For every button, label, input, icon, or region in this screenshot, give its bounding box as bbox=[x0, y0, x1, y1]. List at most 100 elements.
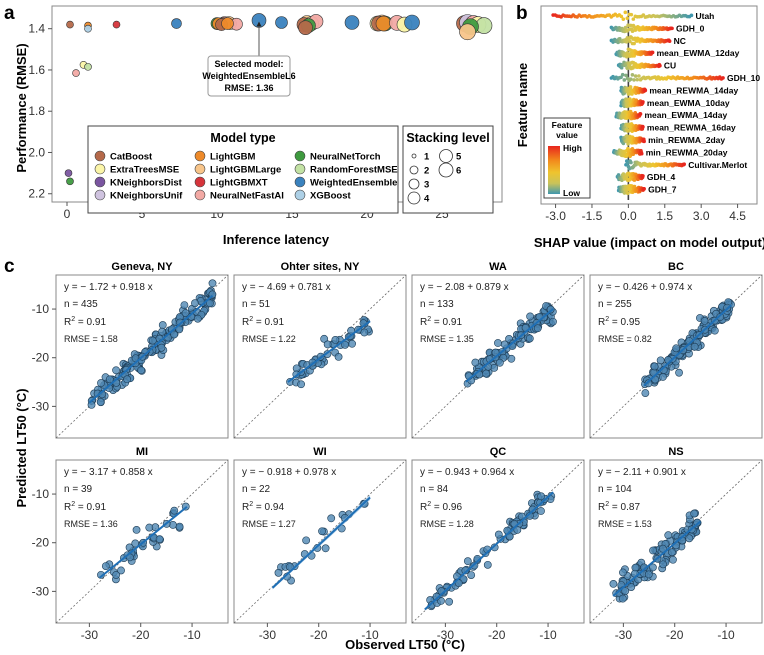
y-tick-label: 2.0 bbox=[28, 145, 45, 159]
regression-equation: y = − 1.72 + 0.918 x bbox=[64, 282, 153, 293]
observation-point bbox=[690, 342, 699, 351]
legend-label: WeightedEnsemble bbox=[310, 178, 397, 189]
shap-point bbox=[621, 141, 626, 146]
regression-line bbox=[271, 496, 371, 589]
observation-point bbox=[158, 327, 167, 336]
observation-point bbox=[627, 583, 636, 591]
observation-point bbox=[467, 571, 476, 579]
x-tick-label: 0 bbox=[64, 207, 71, 221]
x-tick-label: -30 bbox=[615, 628, 633, 642]
feature-row-gdh-10: GDH_10 bbox=[609, 72, 760, 83]
legend-label: RandomForestMSE bbox=[310, 165, 398, 176]
identity-line bbox=[589, 459, 763, 624]
feature-row-mean-rewma-16day: mean_REWMA_16day bbox=[619, 122, 736, 133]
legend-label: CatBoost bbox=[110, 152, 153, 163]
observation-point bbox=[710, 326, 719, 335]
observation-point bbox=[87, 401, 96, 409]
y-tick-label: -20 bbox=[32, 536, 50, 550]
legend-swatch-neuralnettorch bbox=[294, 150, 306, 162]
legend-label: XGBoost bbox=[310, 191, 351, 202]
model-point bbox=[72, 69, 80, 77]
stacking-swatch bbox=[409, 165, 419, 175]
regression-line bbox=[424, 491, 554, 611]
observation-point bbox=[191, 299, 199, 308]
x-tick-label: -10 bbox=[361, 628, 379, 642]
stacking-label: 3 bbox=[424, 180, 429, 191]
observation-point bbox=[123, 375, 132, 384]
rmse-value: RMSE = 1.53 bbox=[598, 519, 652, 529]
panel-b-features: Utah GDH_0 NC mean_EWMA_12day CU GDH_10 mean_R… bbox=[551, 10, 760, 196]
legend-label: NeuralNetFastAI bbox=[210, 191, 284, 202]
observation-point bbox=[297, 380, 306, 389]
observation-point bbox=[675, 368, 683, 377]
observation-point bbox=[320, 334, 329, 343]
feature-label: mean_EWMA_12day bbox=[657, 48, 740, 58]
panel-a-points bbox=[64, 13, 493, 186]
legend-swatch-kneighborsdist bbox=[94, 176, 106, 188]
legend-label: KNeighborsDist bbox=[110, 178, 183, 189]
sample-size: n = 104 bbox=[598, 484, 632, 495]
facet-wi: WI y = − 0.918 + 0.978 x n = 22 R2 = 0.94 RM… bbox=[233, 446, 407, 642]
observation-point bbox=[170, 506, 179, 515]
model-point bbox=[344, 15, 360, 30]
feature-label: GDH_0 bbox=[676, 23, 705, 33]
panel-a-x-axis-title: Inference latency bbox=[223, 232, 330, 247]
regression-equation: y = − 0.943 + 0.964 x bbox=[420, 467, 514, 478]
observation-point bbox=[180, 301, 189, 310]
colorbar-title-line-1: Feature bbox=[552, 120, 583, 130]
model-point bbox=[64, 169, 73, 177]
observation-point bbox=[619, 568, 627, 577]
regression-line bbox=[465, 308, 554, 383]
shap-point bbox=[670, 26, 674, 31]
shap-point bbox=[623, 10, 628, 15]
shap-point bbox=[626, 23, 630, 27]
feature-label: NC bbox=[674, 36, 686, 46]
regression-line bbox=[99, 505, 188, 579]
observation-point bbox=[526, 312, 535, 321]
feature-label: CU bbox=[664, 61, 676, 71]
rmse-value: RMSE = 0.82 bbox=[598, 334, 652, 344]
shap-point bbox=[628, 23, 633, 28]
shap-point bbox=[667, 39, 672, 44]
observation-point bbox=[667, 548, 676, 557]
observation-point bbox=[97, 379, 105, 387]
observation-point bbox=[117, 566, 125, 575]
regression-equation: y = − 4.69 + 0.781 x bbox=[242, 282, 331, 293]
shap-point bbox=[629, 160, 633, 165]
feature-row-cu: CU bbox=[616, 61, 676, 71]
legend-swatch-xgboost bbox=[294, 189, 306, 201]
shap-point bbox=[641, 125, 645, 129]
feature-label: mean_REWMA_14day bbox=[649, 85, 738, 95]
observation-point bbox=[659, 373, 667, 381]
legend-label: NeuralNetTorch bbox=[310, 152, 381, 163]
panel-c-observed-vs-predicted: Geneva, NY y = − 1.72 + 0.918 x n = 435 R2 … bbox=[14, 261, 763, 652]
observation-point bbox=[685, 534, 694, 543]
legend-label: LightGBMXT bbox=[210, 178, 268, 189]
sample-size: n = 84 bbox=[420, 484, 449, 495]
feature-label: GDH_4 bbox=[647, 172, 676, 182]
shap-point bbox=[624, 73, 628, 78]
shap-point bbox=[633, 74, 638, 78]
legend-model-type: Model type CatBoost ExtraTreesMSE KNeighbo… bbox=[87, 125, 399, 214]
observation-point bbox=[471, 358, 480, 367]
legend-swatch-extratreesmse bbox=[94, 163, 106, 175]
stacking-swatch bbox=[439, 149, 453, 163]
selected-model-callout: Selected model: WeightedEnsembleL6 RMSE:… bbox=[202, 21, 296, 97]
observation-point bbox=[494, 339, 502, 347]
legend-stacking-items: 1 2 3 4 5 6 bbox=[407, 149, 462, 205]
model-point bbox=[298, 20, 313, 35]
y-tick-label: 1.8 bbox=[28, 104, 45, 118]
observation-point bbox=[302, 536, 311, 545]
legend-swatch-neuralnetfastai bbox=[194, 189, 206, 201]
shap-point bbox=[626, 191, 630, 196]
panel-c-x-axis-title: Observed LT50 (°C) bbox=[345, 637, 465, 652]
r-squared: R2 = 0.91 bbox=[242, 316, 284, 328]
legend-label: KNeighborsUnif bbox=[110, 191, 183, 202]
x-tick-label: 4.5 bbox=[729, 209, 746, 223]
stacking-label: 4 bbox=[424, 194, 430, 205]
observation-point bbox=[206, 299, 214, 308]
model-point bbox=[66, 177, 74, 186]
rmse-value: RMSE = 1.22 bbox=[242, 334, 296, 344]
observation-point bbox=[463, 557, 472, 566]
rmse-value: RMSE = 1.35 bbox=[420, 334, 474, 344]
